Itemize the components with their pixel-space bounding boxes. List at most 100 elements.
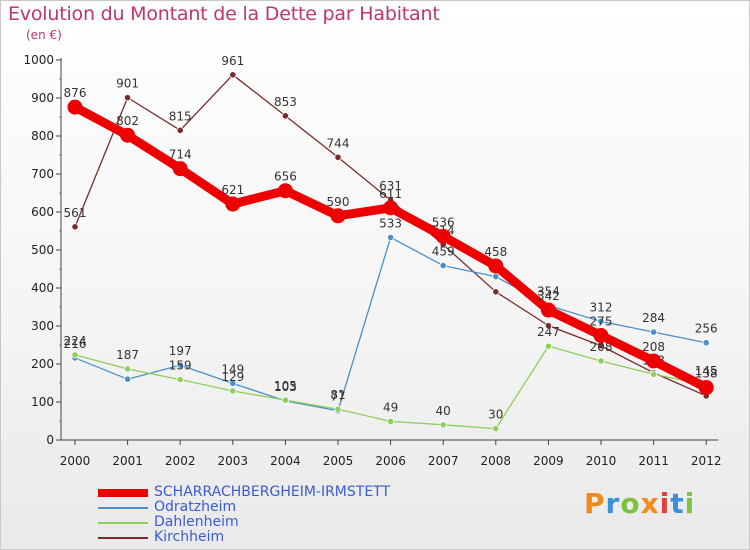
data-label: 149 <box>221 362 244 376</box>
data-label: 247 <box>537 325 560 339</box>
data-point <box>281 396 289 404</box>
y-tick-label: 400 <box>31 281 54 295</box>
data-label: 77 <box>330 390 345 404</box>
data-point <box>492 424 500 433</box>
data-point <box>172 161 188 177</box>
x-tick-label: 2007 <box>428 454 459 468</box>
data-point <box>698 380 714 396</box>
data-point <box>597 317 605 326</box>
y-tick-label: 300 <box>31 319 54 333</box>
data-point <box>488 258 504 274</box>
y-ticks: 0 100 200 300 400 500 600 700 800 900 1000 <box>23 53 61 447</box>
logo-letter: i <box>659 487 671 520</box>
logo-letter: r <box>605 487 621 520</box>
data-label: 961 <box>221 54 244 68</box>
data-point <box>229 379 237 387</box>
data-point <box>67 99 83 115</box>
data-label: 536 <box>432 215 455 229</box>
x-tick-label: 2008 <box>481 454 512 468</box>
data-label: 129 <box>221 370 244 384</box>
data-label: 342 <box>537 289 560 303</box>
series-odratzheim: 216 197 149 103 77 533 459 354 312 284 256 <box>64 216 718 415</box>
x-tick-label: 2003 <box>218 454 249 468</box>
data-label: 815 <box>169 109 192 123</box>
x-tick-label: 2005 <box>323 454 354 468</box>
legend-label: SCHARRACHBERGHEIM-IRMSTETT <box>154 484 391 500</box>
data-point <box>383 200 399 216</box>
x-tick-label: 2009 <box>533 454 564 468</box>
data-label: 312 <box>590 300 613 314</box>
y-tick-label: 900 <box>31 91 54 105</box>
legend-label: Dahlenheim <box>154 514 239 530</box>
data-label: 876 <box>64 86 87 100</box>
data-label: 216 <box>64 337 87 351</box>
data-label: 224 <box>64 334 87 348</box>
data-point <box>649 370 658 378</box>
data-point <box>334 405 342 413</box>
logo-letter: P <box>584 487 606 520</box>
data-label: 611 <box>379 187 402 201</box>
data-point <box>540 302 556 318</box>
data-label: 103 <box>274 380 297 394</box>
data-label: 458 <box>484 245 507 259</box>
data-point <box>435 228 451 244</box>
data-label: 744 <box>327 136 350 150</box>
x-tick-label: 2006 <box>375 454 406 468</box>
logo-letter: o <box>620 487 641 520</box>
y-tick-label: 200 <box>31 357 54 371</box>
data-label: 275 <box>590 315 613 329</box>
data-point <box>71 351 79 359</box>
legend-swatch <box>98 522 148 524</box>
x-ticks: 2000 2001 2002 2003 2004 2005 2006 2007 2008 2009… <box>60 440 722 468</box>
data-point <box>544 322 553 330</box>
data-point <box>229 387 237 395</box>
data-point <box>124 375 132 383</box>
data-label: 81 <box>330 388 345 402</box>
data-label: 631 <box>379 179 402 193</box>
data-label: 561 <box>64 206 87 220</box>
data-point <box>492 272 500 281</box>
y-tick-label: 1000 <box>23 53 54 67</box>
x-tick-label: 2000 <box>60 454 91 468</box>
data-label: 49 <box>383 400 398 414</box>
x-tick-label: 2011 <box>638 454 669 468</box>
data-point <box>334 153 342 161</box>
data-point <box>439 421 447 429</box>
data-point <box>702 339 710 347</box>
data-label: 656 <box>274 170 297 184</box>
data-point <box>281 112 289 120</box>
x-tick-label: 2001 <box>112 454 143 468</box>
x-tick-label: 2010 <box>586 454 617 468</box>
data-label: 284 <box>642 311 665 325</box>
legend-label: Odratzheim <box>154 499 237 515</box>
data-label: 208 <box>642 340 665 354</box>
chart-unit: (en €) <box>26 28 62 42</box>
data-point <box>386 417 395 425</box>
data-label: 138 <box>695 367 718 381</box>
proxiti-logo: Proxiti <box>584 487 695 520</box>
chart-title: Evolution du Montant de la Dette par Hab… <box>8 3 440 25</box>
x-tick-label: 2012 <box>691 454 722 468</box>
data-point <box>225 196 241 212</box>
data-label: 354 <box>537 284 560 298</box>
y-tick-label: 800 <box>31 129 54 143</box>
data-point <box>386 233 395 242</box>
data-label: 30 <box>488 408 503 422</box>
data-point <box>124 365 132 373</box>
data-point <box>71 223 79 231</box>
data-label: 590 <box>327 195 350 209</box>
legend-swatch <box>98 489 148 497</box>
data-label: 901 <box>116 77 139 91</box>
data-label: 459 <box>432 245 455 259</box>
logo-letter: i <box>684 487 696 520</box>
data-label: 208 <box>590 340 613 354</box>
data-point <box>124 94 132 102</box>
y-tick-label: 600 <box>31 205 54 219</box>
data-label: 159 <box>169 359 192 373</box>
logo-letter: x <box>640 487 660 520</box>
data-label: 853 <box>274 95 297 109</box>
data-label: 197 <box>169 344 192 358</box>
data-point <box>544 342 553 350</box>
y-tick-label: 100 <box>31 395 54 409</box>
